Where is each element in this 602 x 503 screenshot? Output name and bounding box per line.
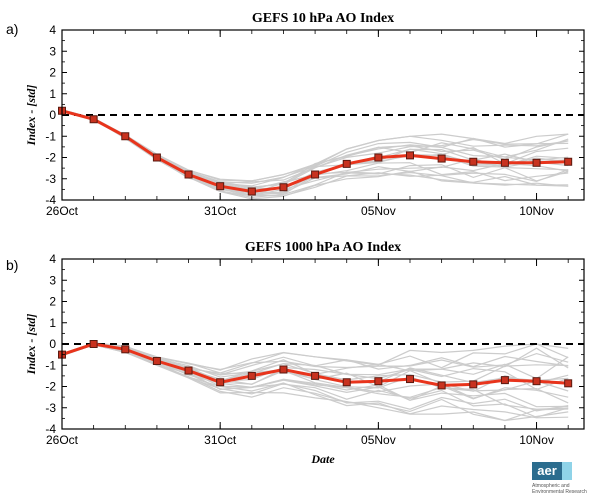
ensemble-member-line xyxy=(61,109,569,197)
ensemble-member-line xyxy=(61,110,569,200)
y-tick-label: 3 xyxy=(49,44,56,58)
ensemble-mean-point xyxy=(406,375,414,384)
ensemble-mean-point xyxy=(469,380,478,389)
y-tick-label: 2 xyxy=(49,66,56,80)
aer-logo-text: Atmospheric and Environmental Research xyxy=(532,483,602,495)
ensemble-member-line xyxy=(61,342,569,371)
chart-title: GEFS 1000 hPa AO Index xyxy=(245,240,401,255)
ensemble-mean-point xyxy=(152,153,161,162)
y-tick-label: -4 xyxy=(45,193,56,207)
y-tick-label: -3 xyxy=(45,401,56,415)
panel-10hpa-ao: GEFS 10 hPa AO Index a) 4 3 2 1 0 -1 -2 -3 -426Oct… xyxy=(6,11,585,218)
ensemble-mean-point xyxy=(500,376,509,385)
ensemble-mean-point xyxy=(279,183,288,192)
y-axis-label: Index - [std] xyxy=(24,85,38,147)
aer-logo-accent xyxy=(562,462,572,480)
panel-1000hpa-ao: GEFS 1000 hPa AO Index b) 4 3 2 1 0 -1 -2 -3 -426O… xyxy=(6,240,585,466)
ensemble-mean-point xyxy=(564,157,573,166)
ensemble-mean-point xyxy=(500,158,509,167)
ensemble-mean-point xyxy=(437,381,446,390)
ensemble-mean-point xyxy=(374,377,383,386)
ensemble-mean-point xyxy=(342,159,351,168)
ensemble-mean-point xyxy=(532,158,541,167)
ensemble-mean-point xyxy=(247,371,256,380)
ensemble-mean-point xyxy=(564,379,573,388)
y-tick-label: -4 xyxy=(45,422,56,436)
ensemble-mean-point xyxy=(184,170,193,179)
y-tick-label: 2 xyxy=(49,295,56,309)
x-tick-label: 31Oct xyxy=(204,433,237,447)
ensemble-mean-point xyxy=(89,340,98,348)
y-tick-label: -1 xyxy=(45,358,56,372)
panel-label: a) xyxy=(6,21,18,37)
x-tick-label: 10Nov xyxy=(519,204,554,218)
ensemble-mean-point xyxy=(342,378,351,387)
x-tick-label: 26Oct xyxy=(46,204,79,218)
ensemble-member-line xyxy=(61,109,569,195)
ensemble-mean-point xyxy=(216,378,225,387)
panel-label: b) xyxy=(6,257,18,273)
y-tick-label: -1 xyxy=(45,129,56,143)
y-tick-label: 3 xyxy=(49,273,56,287)
aer-logo-line1: Atmospheric and xyxy=(532,483,570,489)
y-tick-label: 0 xyxy=(49,337,56,351)
ensemble-mean-point xyxy=(216,182,225,191)
ensemble-mean-point xyxy=(89,115,98,124)
x-tick-label: 05Nov xyxy=(361,433,396,447)
x-tick-label: 10Nov xyxy=(519,433,554,447)
ensemble-mean-point xyxy=(406,151,414,160)
aer-logo-mark: aer xyxy=(532,462,562,480)
chart-title: GEFS 10 hPa AO Index xyxy=(252,11,394,26)
ensemble-mean-point xyxy=(121,132,130,141)
x-tick-label: 26Oct xyxy=(46,433,79,447)
aer-logo-line2: Environmental Research xyxy=(532,489,587,495)
ensemble-mean-point xyxy=(469,157,478,166)
ensemble-member-line xyxy=(61,109,569,196)
ensemble-mean-point xyxy=(121,345,130,354)
y-tick-label: 0 xyxy=(49,108,56,122)
y-tick-label: 1 xyxy=(49,87,56,101)
ensemble-mean-point xyxy=(184,366,193,375)
x-axis-label: Date xyxy=(310,452,335,466)
ensemble-mean-point xyxy=(374,153,383,162)
y-axis-label: Index - [std] xyxy=(24,314,38,376)
ensemble-mean-point xyxy=(279,365,288,374)
y-tick-label: 4 xyxy=(49,252,56,266)
y-tick-label: 4 xyxy=(49,23,56,37)
x-tick-label: 05Nov xyxy=(361,204,396,218)
ensemble-member-line xyxy=(61,110,569,197)
ensemble-member-line xyxy=(61,110,569,197)
y-tick-label: 1 xyxy=(49,316,56,330)
ensemble-members xyxy=(61,109,569,200)
ensemble-member-line xyxy=(61,344,569,422)
y-tick-label: -2 xyxy=(45,380,56,394)
y-tick-label: -3 xyxy=(45,172,56,186)
ensemble-mean-point xyxy=(437,154,446,163)
aer-logo: aer Atmospheric and Environmental Resear… xyxy=(532,462,596,502)
ensemble-mean-point xyxy=(532,377,541,386)
ensemble-mean-point xyxy=(311,170,320,179)
ensemble-mean-point xyxy=(152,357,161,365)
x-tick-label: 31Oct xyxy=(204,204,237,218)
ensemble-member-line xyxy=(61,109,569,182)
y-tick-label: -2 xyxy=(45,151,56,165)
ensemble-mean-point xyxy=(247,187,256,196)
ensemble-mean-point xyxy=(311,371,320,380)
